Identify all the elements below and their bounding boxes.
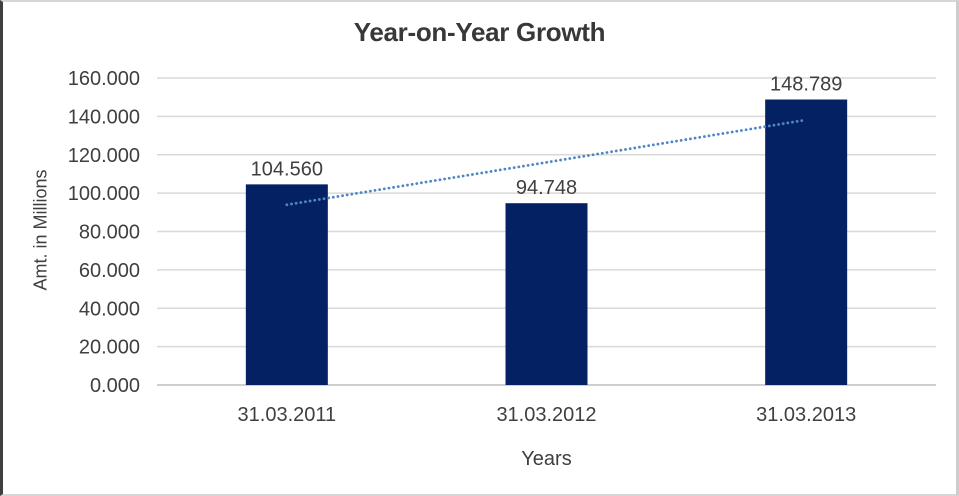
bar-31.03.2013 (765, 99, 848, 385)
y-axis-tick-label: 100.000 (68, 183, 140, 205)
y-axis-tick-label: 160.000 (68, 68, 140, 90)
chart-title: Year-on-Year Growth (353, 17, 606, 47)
bar-31.03.2012 (505, 203, 588, 385)
x-axis-category-label: 31.03.2012 (496, 404, 596, 426)
y-axis-tick-label: 40.000 (79, 298, 140, 320)
x-axis-category-label: 31.03.2011 (238, 404, 337, 426)
bar-data-label: 148.789 (770, 74, 842, 96)
y-axis-tick-label: 60.000 (79, 260, 140, 282)
y-axis-tick-label: 20.000 (79, 337, 140, 359)
linear-trendline (285, 118, 808, 207)
y-axis-tick-label: 0.000 (90, 375, 140, 397)
bar-31.03.2011 (245, 184, 328, 385)
x-axis-title: Years (521, 448, 572, 470)
bar-data-label: 94.748 (516, 177, 577, 199)
x-axis-category-label: 31.03.2013 (756, 404, 856, 426)
y-axis-tick-label: 140.000 (68, 106, 140, 128)
bar-chart-plot-area: 0.000 20.000 40.000 60.000 80.000 100.000 120.… (68, 68, 936, 426)
bar-data-label: 104.560 (251, 158, 323, 180)
y-axis-tick-label: 80.000 (79, 222, 140, 244)
y-axis-tick-label: 120.000 (68, 145, 140, 167)
